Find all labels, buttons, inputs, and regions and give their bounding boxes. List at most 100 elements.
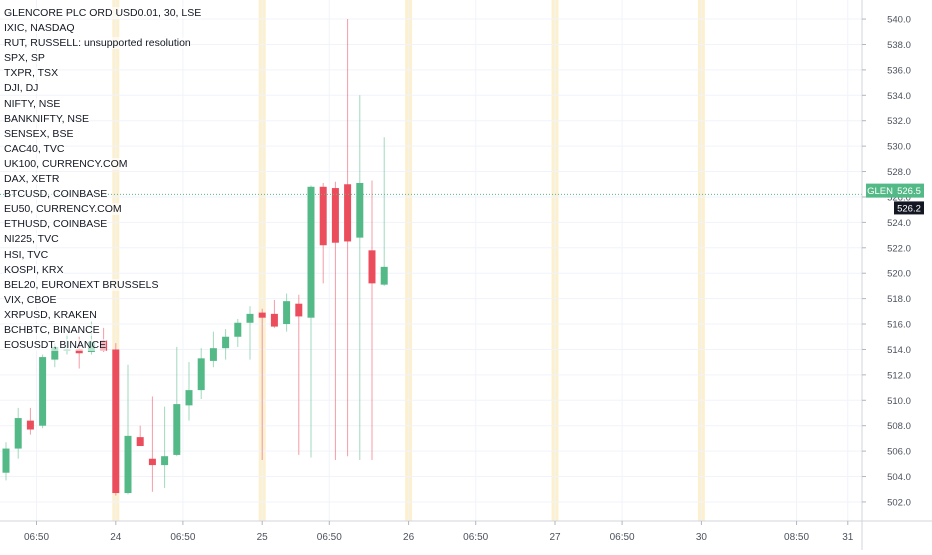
candle-body [295,303,303,317]
price-tick-label: 526.0 [887,192,911,203]
time-tick-label: 08:50 [784,532,809,543]
legend-symbol[interactable]: SPX, SP [4,52,45,65]
time-tick-label: 06:50 [170,532,195,543]
candle [368,180,376,461]
legend-symbol[interactable]: RUT, RUSSELL: unsupported resolution [4,37,191,50]
legend-symbol[interactable]: UK100, CURRENCY.COM [4,157,128,170]
time-tick-label: 31 [842,532,854,543]
candle-body [148,458,156,466]
candle-body [246,313,254,323]
legend-symbol[interactable]: VIX, CBOE [4,293,57,306]
price-tick-label: 522.0 [887,243,911,254]
candle-body [283,301,291,325]
legend-symbol[interactable]: HSI, TVC [4,248,49,261]
candle [222,329,230,360]
time-tick-label: 30 [696,532,708,543]
candle [331,181,339,461]
chart-title[interactable]: GLENCORE PLC ORD USD0.01, 30, LSE [4,7,202,19]
candle-body [270,313,278,327]
candle [148,396,156,492]
price-tick-label: 510.0 [887,396,911,407]
candle-body [356,182,364,238]
legend-symbol[interactable]: NI225, TVC [4,233,59,246]
legend-symbol[interactable]: NIFTY, NSE [4,97,61,110]
candle-body [222,336,230,349]
candle-body [209,348,217,361]
legend-symbol[interactable]: EU50, CURRENCY.COM [4,203,122,216]
price-tick-label: 504.0 [887,472,911,483]
candle [380,137,388,286]
candle-body [173,404,181,455]
candle-body [319,186,327,246]
candle [307,185,315,458]
candle [344,19,352,457]
price-tick-label: 512.0 [887,370,911,381]
grid-layer [0,0,862,521]
time-tick-label: 25 [257,532,269,543]
time-tick-label: 06:50 [610,532,635,543]
candle [136,425,144,447]
candle-body [197,358,205,391]
candle-body [124,435,132,494]
candle [356,95,364,461]
legend-symbol[interactable]: BANKNIFTY, NSE [4,112,89,125]
candle [283,293,291,332]
candle-body [39,357,47,426]
candle-body [185,390,193,406]
legend-symbol[interactable]: DAX, XETR [4,173,60,186]
current-price-label: 526.5 [897,186,921,197]
candle [161,406,169,488]
candle [246,306,254,360]
candle [197,348,205,400]
symbol-tag-badge[interactable] [866,183,894,198]
legend-symbol[interactable]: KOSPI, KRX [4,263,64,276]
legend-symbol[interactable]: ETHUSD, COINBASE [4,218,108,231]
legend-symbol[interactable]: IXIC, NASDAQ [4,22,75,35]
candle [295,294,303,455]
candle-body [258,312,266,318]
legend-symbol[interactable]: BTCUSD, COINBASE [4,188,108,201]
time-tick-label: 06:50 [463,532,488,543]
candle [209,331,217,368]
candle-body [344,184,352,242]
candle-body [368,250,376,284]
legend-symbol[interactable]: BEL20, EURONEXT BRUSSELS [4,278,159,291]
legend-symbol[interactable]: CAC40, TVC [4,142,65,155]
candle-body [234,322,242,337]
candle-body [136,437,144,447]
legend-symbol[interactable]: TXPR, TSX [4,67,59,80]
price-tick-label: 520.0 [887,269,911,280]
legend-symbol[interactable]: EOSUSDT, BINANCE [4,339,107,352]
candle-body [26,420,34,430]
candle-body [380,266,388,285]
candle [270,299,278,328]
symbol-tag[interactable]: GLEN [867,186,893,197]
price-tick-label: 538.0 [887,40,911,51]
price-tick-label: 530.0 [887,142,911,153]
candle-body [14,418,22,449]
candle [319,182,327,284]
candle [258,308,266,461]
legend-symbol[interactable]: BCHBTC, BINANCE [4,323,100,336]
price-tick-label: 516.0 [887,320,911,331]
legend-symbol[interactable]: DJI, DJ [4,82,39,95]
candle-body [112,349,120,494]
price-tick-label: 518.0 [887,294,911,305]
current-price-badge [894,183,924,198]
price-tick-label: 524.0 [887,218,911,229]
candle [112,343,120,496]
price-tick-label: 534.0 [887,91,911,102]
price-tick-label: 514.0 [887,345,911,356]
legend-symbol[interactable]: XRPUSD, KRAKEN [4,308,97,321]
price-tick-label: 508.0 [887,421,911,432]
candle [173,346,181,457]
candle [124,364,132,495]
time-tick-label: 06:50 [24,532,49,543]
legend-symbol[interactable]: SENSEX, BSE [4,127,74,140]
price-tick-label: 506.0 [887,447,911,458]
time-tick-label: 27 [549,532,561,543]
candle [2,442,10,481]
